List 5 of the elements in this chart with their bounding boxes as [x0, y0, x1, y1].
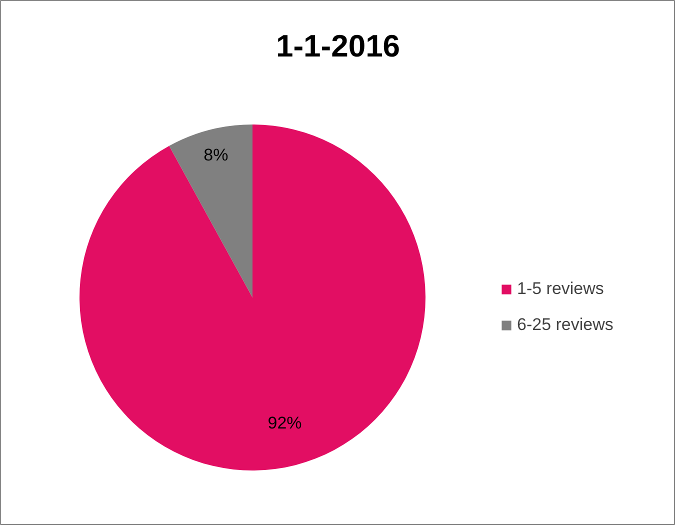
- legend-label: 6-25 reviews: [517, 315, 614, 335]
- legend-label: 1-5 reviews: [517, 279, 604, 299]
- chart-title: 1-1-2016: [276, 28, 400, 64]
- data-label: 8%: [204, 146, 228, 165]
- data-label: 92%: [268, 414, 302, 433]
